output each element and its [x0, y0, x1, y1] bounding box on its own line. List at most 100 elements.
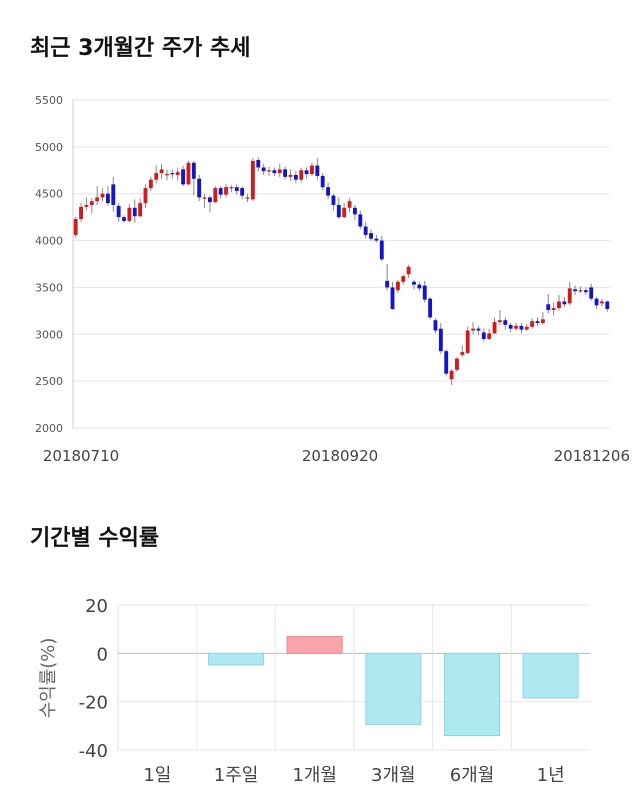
stock-chart-title: 최근 3개월간 주가 추세	[30, 36, 251, 61]
candle-body	[261, 167, 266, 172]
y-tick-label: 4000	[35, 235, 63, 248]
candle-body	[412, 281, 416, 285]
candle-body	[267, 170, 271, 172]
candle-body	[342, 207, 347, 218]
candle-body	[159, 169, 164, 174]
candle-body	[240, 188, 245, 196]
return-bar	[443, 652, 501, 736]
candle-body	[428, 298, 433, 318]
candle-body	[181, 169, 186, 185]
y-tick-label: 5000	[35, 141, 63, 154]
x-tick-label: 20180710	[43, 447, 119, 465]
candle-body	[551, 308, 556, 310]
return-bar	[286, 635, 343, 654]
candle-body	[524, 326, 529, 330]
candle-body	[229, 187, 234, 189]
candle-body	[444, 351, 449, 374]
candle-body	[315, 165, 320, 176]
candle-body	[557, 301, 561, 309]
candle-body	[197, 178, 202, 198]
candle-body	[535, 321, 540, 324]
candle-body	[218, 188, 223, 195]
candle-body	[363, 226, 368, 235]
x-tick-label: 1년	[537, 765, 565, 786]
candle-body	[465, 330, 470, 354]
candle-body	[111, 184, 116, 205]
candle-body	[250, 160, 255, 200]
y-tick-label: 2500	[35, 375, 63, 388]
y-tick-label: 5500	[35, 94, 63, 107]
candle-body	[487, 333, 492, 339]
candle-body	[358, 214, 363, 227]
candle-body	[283, 169, 288, 177]
candle-body	[245, 197, 250, 199]
candle-body	[369, 233, 373, 239]
candle-body	[326, 187, 331, 196]
candle-body	[95, 197, 100, 202]
candle-body	[573, 289, 578, 292]
candle-body	[299, 170, 304, 180]
candle-body	[79, 206, 83, 220]
candle-body	[460, 352, 465, 355]
candle-body	[288, 174, 293, 177]
candle-body	[234, 187, 239, 191]
candle-body	[519, 325, 524, 330]
candle-body	[583, 290, 588, 293]
y-tick-label: 3500	[35, 281, 63, 294]
y-tick-label: 20	[85, 596, 108, 617]
x-tick-label: 3개월	[371, 765, 416, 786]
candle-body	[138, 203, 143, 217]
candle-body	[208, 197, 212, 203]
return-bar	[365, 652, 422, 726]
candle-body	[401, 276, 406, 282]
x-tick-label: 1개월	[292, 765, 337, 786]
candle-body	[148, 179, 153, 189]
y-tick-label: -40	[79, 741, 108, 762]
candle-body	[73, 219, 78, 235]
y-axis-label: 수익률(%)	[38, 638, 59, 719]
candle-body	[417, 284, 422, 289]
candle-body	[422, 285, 427, 300]
candle-body	[224, 187, 228, 195]
candle-body	[540, 319, 545, 324]
returns-chart-title: 기간별 수익률	[30, 526, 160, 551]
candle-body	[89, 201, 94, 205]
candle-body	[132, 207, 137, 217]
candle-body	[455, 358, 459, 370]
y-tick-label: 0	[97, 644, 108, 665]
candle-body	[390, 287, 395, 309]
candle-body	[594, 298, 599, 306]
return-bar	[522, 652, 579, 699]
candle-body	[293, 174, 298, 180]
x-tick-label: 6개월	[450, 765, 495, 786]
candle-body	[256, 159, 261, 168]
candle-body	[352, 207, 357, 215]
candle-body	[546, 304, 551, 310]
candle-body	[508, 324, 513, 329]
candle-body	[433, 320, 438, 331]
candle-body	[562, 301, 567, 305]
candle-body	[202, 197, 207, 199]
candle-body	[600, 301, 604, 304]
candle-body	[175, 172, 180, 175]
candle-body	[272, 170, 277, 174]
candle-body	[304, 170, 309, 175]
candle-body	[84, 204, 89, 207]
candle-body	[116, 205, 121, 218]
candle-body	[589, 287, 594, 299]
candle-body	[471, 328, 475, 331]
candle-body	[567, 288, 572, 304]
candle-body	[578, 290, 583, 292]
candle-body	[438, 328, 443, 352]
candle-body	[331, 195, 336, 205]
candle-body	[122, 217, 126, 221]
y-tick-label: 3000	[35, 328, 63, 341]
candle-body	[100, 193, 105, 198]
candle-body	[481, 332, 486, 339]
candle-body	[320, 175, 325, 188]
candle-body	[127, 207, 132, 221]
candle-body	[503, 320, 508, 325]
candle-body	[336, 204, 341, 218]
candle-body	[492, 322, 497, 334]
candle-body	[105, 193, 110, 204]
